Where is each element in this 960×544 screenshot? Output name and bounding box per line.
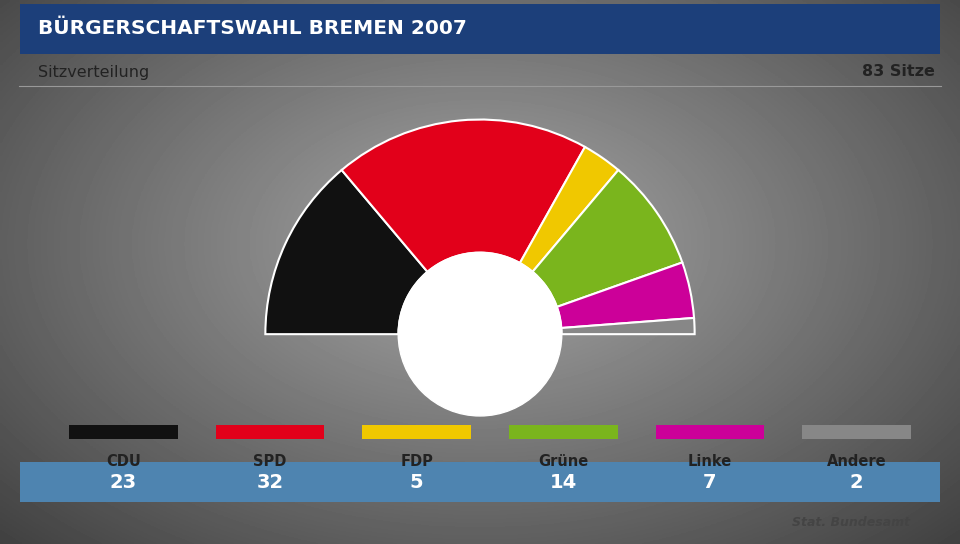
Text: 5: 5 — [410, 473, 423, 491]
Text: 32: 32 — [256, 473, 283, 491]
Bar — [803, 425, 911, 439]
Text: 2: 2 — [850, 473, 863, 491]
Bar — [20, 462, 940, 502]
Wedge shape — [265, 170, 427, 334]
Wedge shape — [342, 120, 585, 272]
Wedge shape — [533, 170, 683, 307]
Text: Grüne: Grüne — [539, 454, 588, 469]
Text: Andere: Andere — [827, 454, 886, 469]
Text: Stat. Bundesamt: Stat. Bundesamt — [792, 516, 910, 529]
Bar — [509, 425, 617, 439]
Wedge shape — [562, 318, 695, 334]
Text: 23: 23 — [109, 473, 137, 491]
Text: 7: 7 — [704, 473, 717, 491]
Bar — [69, 425, 178, 439]
Circle shape — [398, 252, 562, 416]
Text: CDU: CDU — [106, 454, 141, 469]
Bar — [656, 425, 764, 439]
Bar — [20, 4, 940, 54]
Text: 14: 14 — [550, 473, 577, 491]
Wedge shape — [520, 147, 618, 272]
Text: Sitzverteilung: Sitzverteilung — [38, 65, 149, 79]
Bar — [216, 425, 324, 439]
Text: BÜRGERSCHAFTSWAHL BREMEN 2007: BÜRGERSCHAFTSWAHL BREMEN 2007 — [38, 18, 467, 38]
Text: SPD: SPD — [253, 454, 287, 469]
Bar — [201, 334, 759, 442]
Text: 83 Sitze: 83 Sitze — [862, 65, 935, 79]
Text: Linke: Linke — [688, 454, 732, 469]
Wedge shape — [557, 262, 694, 328]
Text: FDP: FDP — [400, 454, 433, 469]
Bar — [362, 425, 471, 439]
